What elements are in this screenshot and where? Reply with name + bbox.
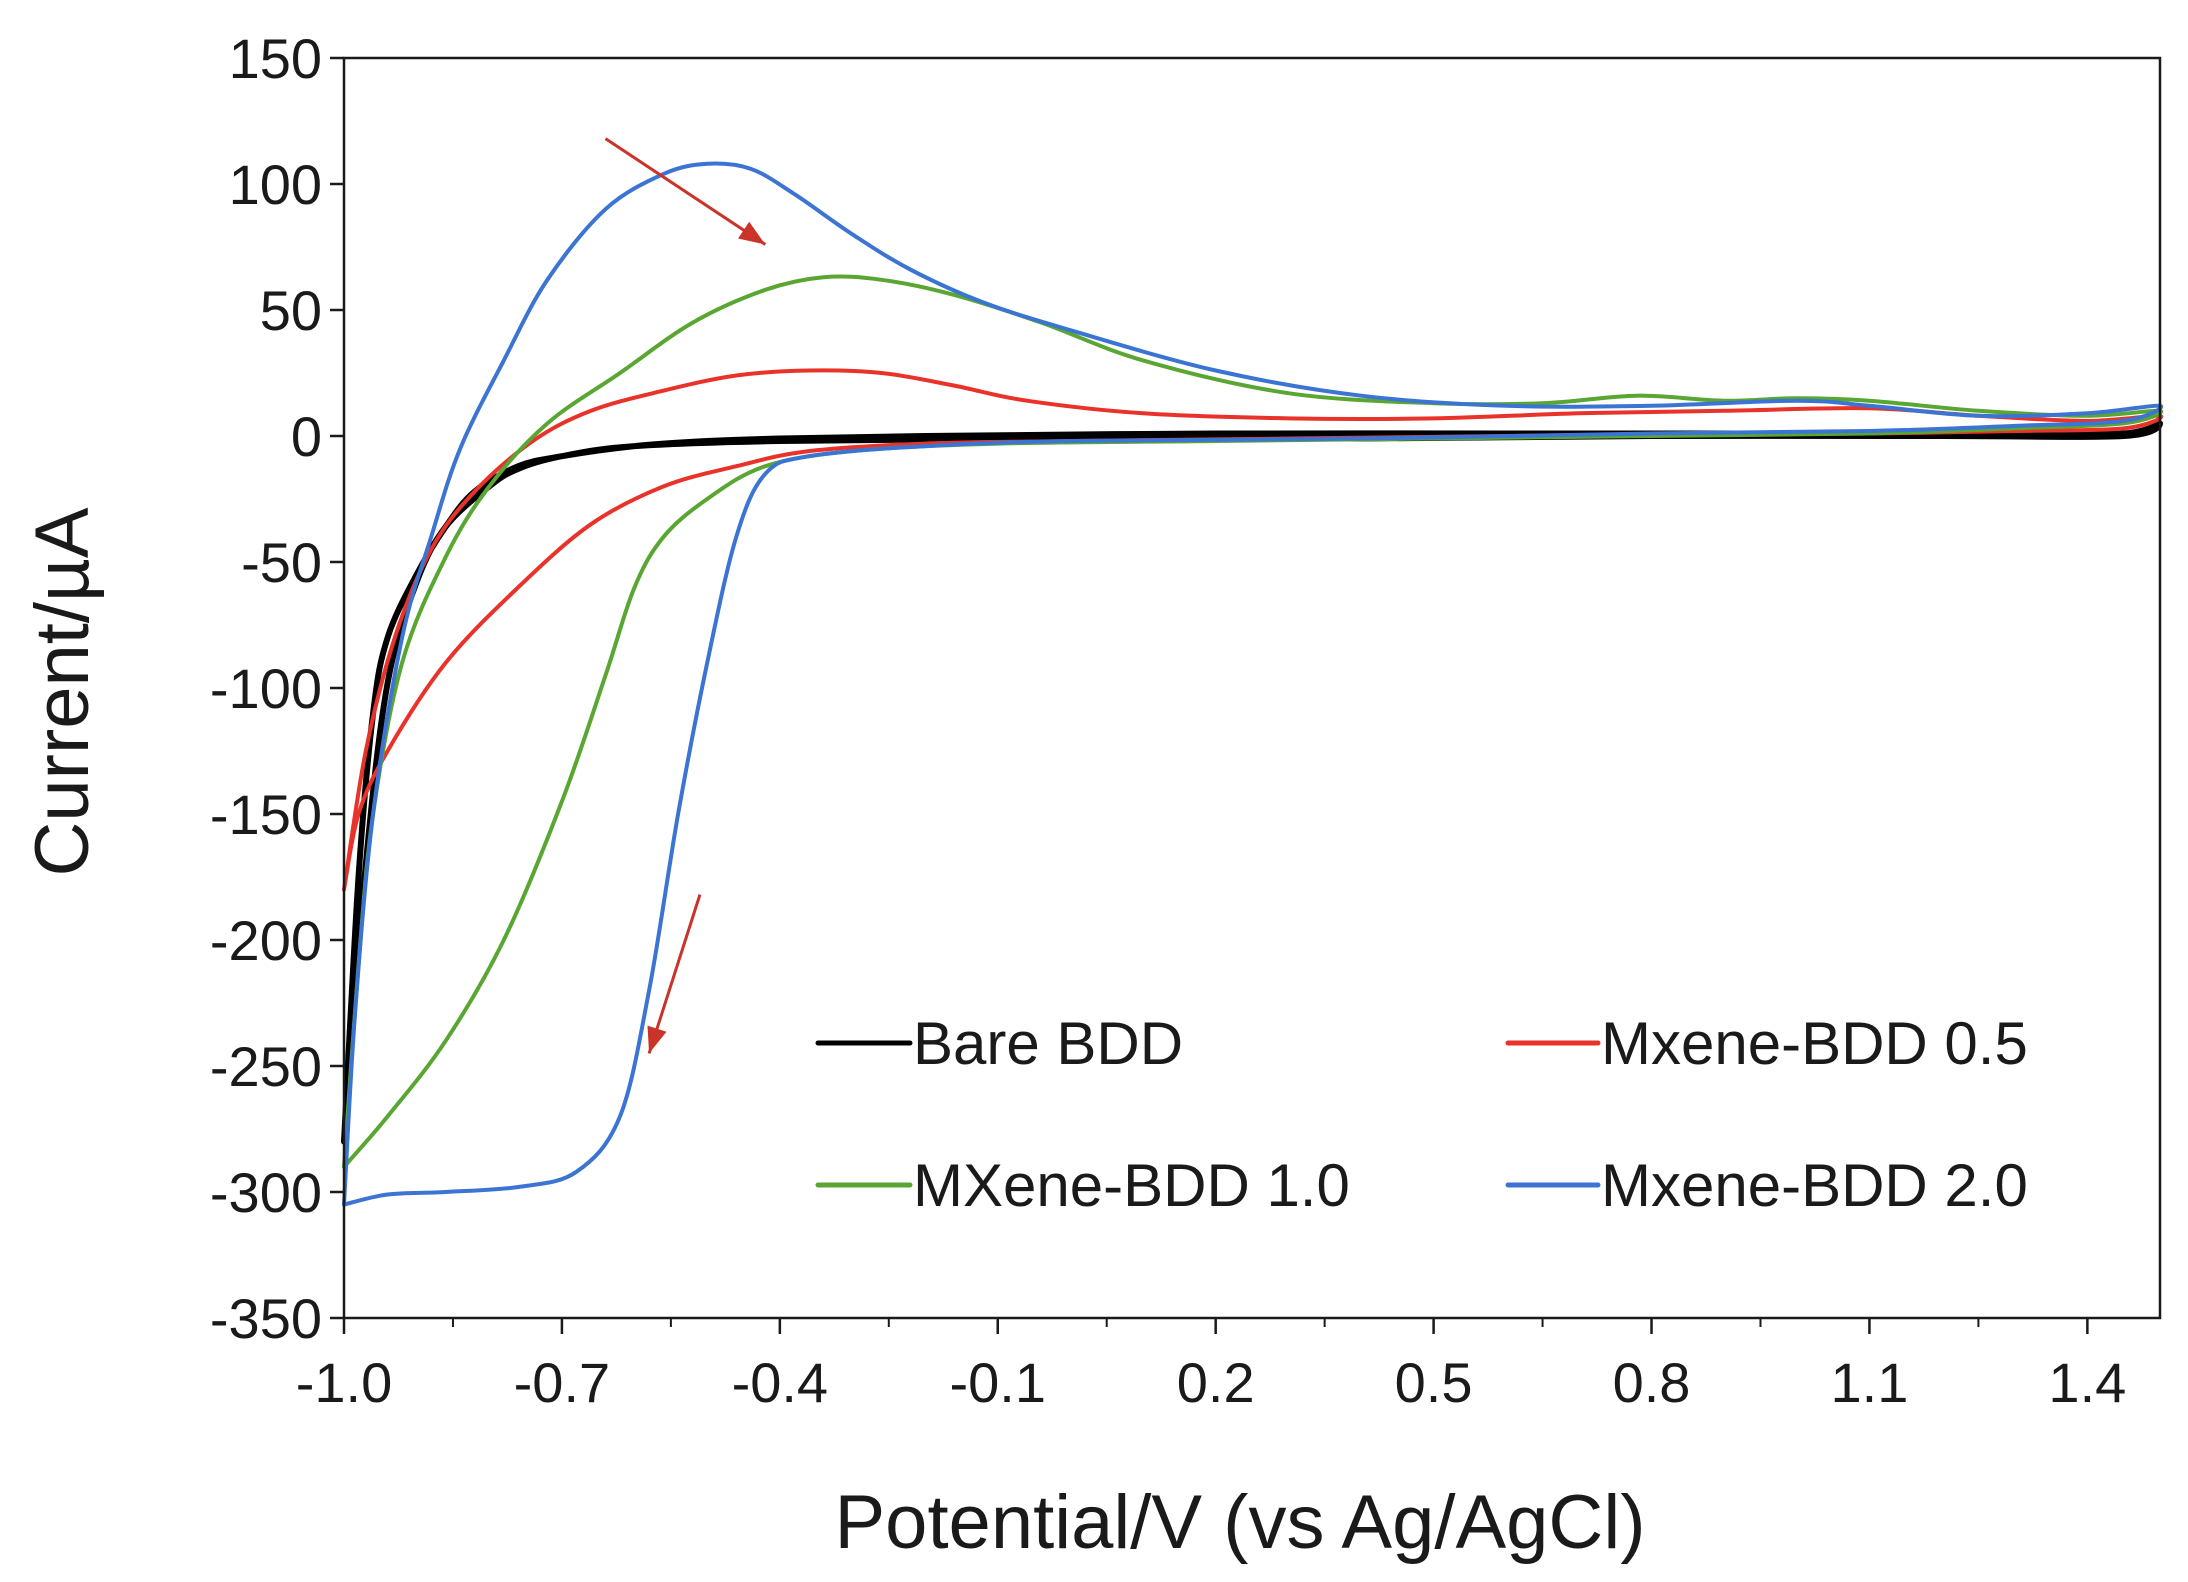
y-axis-title: Current/µA [20, 507, 105, 876]
y-tick-label: 100 [229, 153, 322, 216]
legend-label-mxene-bdd-1-0: MXene-BDD 1.0 [913, 1152, 1350, 1219]
legend-label-mxene-bdd-2-0: Mxene-BDD 2.0 [1601, 1152, 2028, 1219]
y-tick-label: -250 [210, 1035, 322, 1098]
x-tick-label: -0.1 [950, 1351, 1047, 1414]
legend-label-mxene-bdd-0-5: Mxene-BDD 0.5 [1601, 1010, 2028, 1077]
y-tick-label: -300 [210, 1161, 322, 1224]
x-tick-label: -1.0 [296, 1351, 393, 1414]
y-tick-label: -200 [210, 909, 322, 972]
y-tick-label: 50 [260, 279, 322, 342]
scan-direction-arrowhead [738, 221, 766, 245]
series-line-mxene-bdd-1-0 [342, 274, 2164, 1169]
x-tick-label: -0.4 [732, 1351, 829, 1414]
series-line-mxene-bdd-2-0 [342, 161, 2164, 1207]
annotations-layer [604, 137, 767, 1054]
x-axis-title: Potential/V (vs Ag/AgCl) [834, 1480, 1645, 1565]
y-tick-label: -150 [210, 783, 322, 846]
x-tick-label: 1.4 [2048, 1351, 2126, 1414]
series-line-mxene-bdd-0-5 [342, 368, 2164, 892]
y-tick-label: -50 [241, 531, 322, 594]
x-tick-label: 0.5 [1395, 1351, 1473, 1414]
ticks-layer: -1.0 -0.7 -0.4 -0.1 0.2 0.5 0.8 1.1 1.4 150 100 50 0… [210, 27, 2126, 1414]
series-layer [341, 161, 2164, 1207]
x-tick-label: 0.8 [1613, 1351, 1691, 1414]
scan-direction-arrowhead [647, 1025, 667, 1054]
x-tick-label: 0.2 [1177, 1351, 1255, 1414]
y-tick-label: -100 [210, 657, 322, 720]
legend-label-bare-bdd: Bare BDD [913, 1010, 1183, 1077]
scan-direction-arrow [604, 137, 767, 246]
scan-direction-arrow [647, 894, 702, 1054]
x-tick-label: -0.7 [514, 1351, 611, 1414]
y-tick-label: 0 [291, 405, 322, 468]
legend: Bare BDD Mxene-BDD 0.5 MXene-BDD 1.0 Mxe… [815, 1010, 2028, 1219]
x-tick-label: 1.1 [1831, 1351, 1909, 1414]
y-tick-label: 150 [229, 27, 322, 90]
y-tick-label: -350 [210, 1287, 322, 1350]
